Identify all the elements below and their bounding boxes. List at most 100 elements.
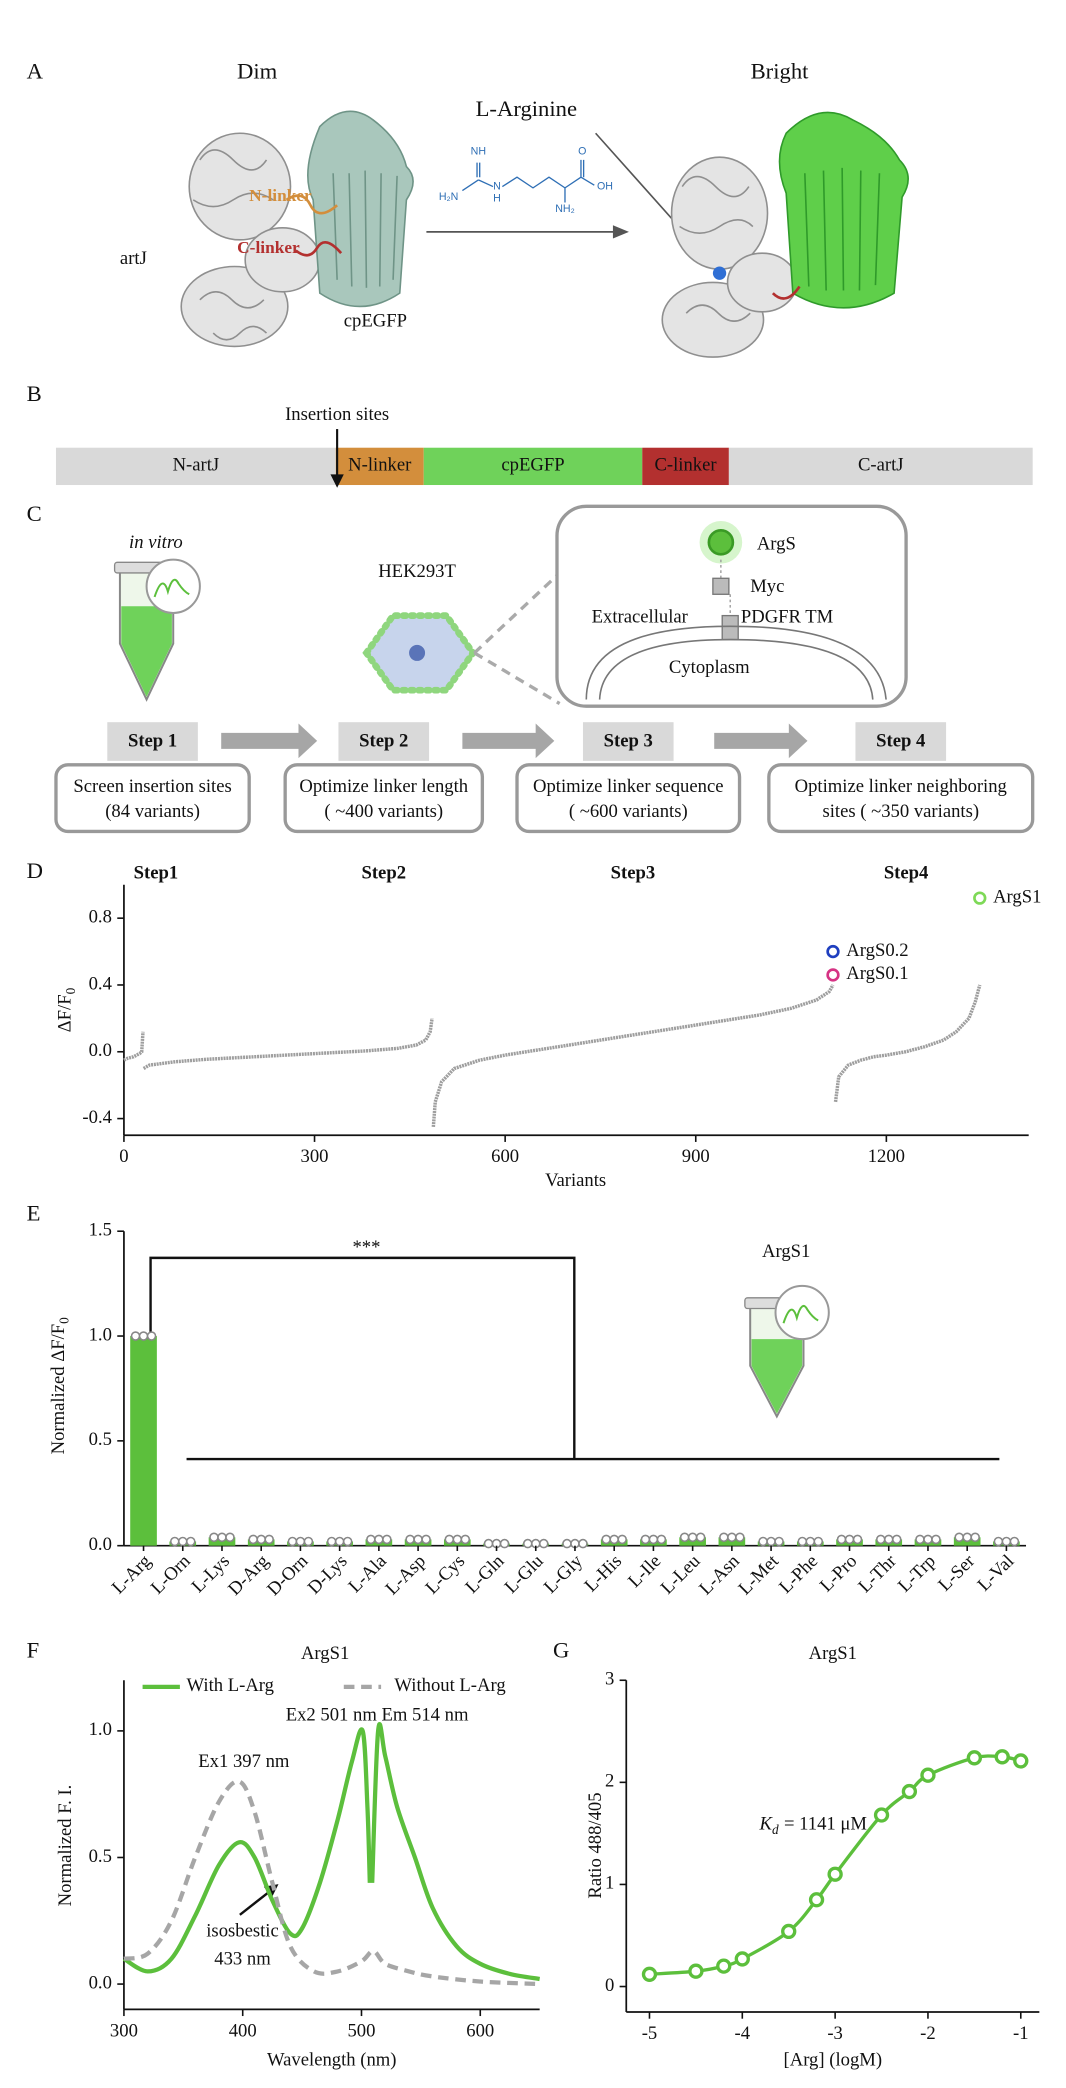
legend-label: Without L-Arg xyxy=(394,1675,505,1696)
chart-title: ArgS1 xyxy=(762,1241,810,1262)
segment-label: C-linker xyxy=(655,455,718,476)
y-axis-label: Normalized ΔF/F0 xyxy=(48,1317,71,1455)
x-tick-label: L-Phe xyxy=(775,1551,822,1598)
series-label: Step2 xyxy=(361,862,406,883)
y-tick-label: 0.4 xyxy=(89,973,113,994)
replicate-dot xyxy=(248,1534,259,1545)
y-axis-label-sub: 0 xyxy=(63,987,78,994)
data-point xyxy=(966,1750,983,1766)
x-tick-label: L-Cys xyxy=(421,1551,469,1599)
step-title: Step 3 xyxy=(604,730,653,751)
replicate-dot xyxy=(177,1536,188,1547)
y-axis-label-sub: 0 xyxy=(56,1317,71,1324)
step-text: ( ~600 variants) xyxy=(569,801,688,822)
data-point xyxy=(827,1866,843,1882)
replicate-dot xyxy=(844,1534,855,1545)
y-tick-label: 1.5 xyxy=(89,1219,112,1240)
domain-label: artJ xyxy=(120,248,147,269)
bright-barrel xyxy=(778,111,909,309)
zoom-line xyxy=(473,571,561,655)
x-tick-label: L-Orn xyxy=(147,1550,195,1598)
y-tick-label: 0.5 xyxy=(89,1429,112,1450)
data-point xyxy=(716,1958,732,1974)
step-title: Step 4 xyxy=(876,730,925,751)
replicate-dot xyxy=(758,1536,768,1547)
inset-label: Myc xyxy=(750,576,784,597)
kd-annotation: Kd = 1141 μM xyxy=(759,1814,868,1837)
data-point xyxy=(873,1807,890,1823)
bar xyxy=(130,1336,157,1546)
series-label: Step4 xyxy=(884,862,929,883)
x-tick-label: -3 xyxy=(827,2023,843,2044)
x-tick-label: L-Ala xyxy=(344,1550,391,1597)
replicate-dot xyxy=(970,1532,980,1543)
data-line xyxy=(833,984,982,1103)
replicate-dot xyxy=(382,1534,392,1545)
replicate-dot xyxy=(217,1532,227,1543)
replicate-dot xyxy=(522,1538,533,1549)
membrane xyxy=(585,625,887,700)
panel-letter: F xyxy=(27,1637,40,1662)
y-tick-label: 3 xyxy=(605,1669,614,1690)
kd-sub: d xyxy=(772,1822,779,1837)
x-tick-label: D-Lys xyxy=(304,1551,352,1599)
significance-label: *** xyxy=(352,1237,380,1258)
x-tick-label: 1200 xyxy=(868,1146,905,1167)
c-linker-label: C-linker xyxy=(237,238,300,257)
replicate-dot xyxy=(852,1534,863,1545)
replicate-dot xyxy=(993,1536,1004,1547)
replicate-dot xyxy=(875,1534,886,1545)
replicate-dot xyxy=(405,1534,415,1545)
replicate-dot xyxy=(813,1536,824,1547)
segment xyxy=(642,447,729,486)
step-boxes: Step 1 Screen insertion sites (84 variants… xyxy=(54,722,1035,834)
inset-label: Extracellular xyxy=(592,607,689,628)
annotation: 433 nm xyxy=(214,1948,271,1969)
point-label: ArgS0.1 xyxy=(846,963,908,984)
x-tick-label: L-Pro xyxy=(816,1551,862,1597)
atom-label: O xyxy=(578,146,586,158)
tag-box xyxy=(712,577,730,595)
panel-letter: E xyxy=(27,1200,41,1225)
atom-label: NH₂ xyxy=(555,203,575,215)
data-line xyxy=(123,1031,145,1062)
panel-a: Dim Bright L-Arginine N-linker C-linker … xyxy=(120,58,909,358)
y-tick-label: -0.4 xyxy=(82,1107,112,1128)
x-tick-label: -5 xyxy=(642,2023,658,2044)
x-tick-label: 400 xyxy=(229,2020,257,2041)
atom-label: NH xyxy=(471,146,486,158)
data-point xyxy=(920,1767,936,1783)
membrane xyxy=(598,638,874,700)
segment xyxy=(55,447,336,486)
x-tick-label: 600 xyxy=(466,2020,494,2041)
data-point xyxy=(781,1923,797,1940)
step-tag xyxy=(582,722,674,761)
replicate-dot xyxy=(695,1532,706,1543)
step-arrows xyxy=(221,723,808,759)
replicate-dot xyxy=(256,1534,266,1545)
step-text: sites ( ~350 variants) xyxy=(822,801,979,822)
kd-value: = 1141 μM xyxy=(784,1814,867,1835)
x-tick-label: L-Asp xyxy=(381,1551,430,1600)
c-linker-line xyxy=(771,285,801,300)
x-tick-label: L-His xyxy=(580,1551,626,1597)
step-text: Optimize linker length xyxy=(299,776,468,797)
replicate-dot xyxy=(836,1534,847,1545)
y-axis-label: Ratio 488/405 xyxy=(585,1792,606,1898)
x-tick-label: L-Leu xyxy=(657,1551,705,1599)
replicate-dot xyxy=(326,1536,337,1547)
y-tick-label: 0.0 xyxy=(89,1040,112,1061)
x-tick-label: -4 xyxy=(735,2023,751,2044)
replicate-dot xyxy=(209,1532,219,1543)
replicate-dot xyxy=(656,1534,667,1545)
replicate-dot xyxy=(366,1534,376,1545)
legend-label: With L-Arg xyxy=(187,1675,274,1696)
step-box xyxy=(767,763,1035,834)
replicate-dot xyxy=(185,1536,196,1547)
highlight-point xyxy=(826,944,840,959)
n-linker-label: N-linker xyxy=(249,186,312,205)
replicate-dot xyxy=(617,1534,627,1545)
y-tick-label: 2 xyxy=(605,1771,614,1792)
replicate-dot xyxy=(962,1532,972,1543)
highlight-point xyxy=(826,968,840,982)
